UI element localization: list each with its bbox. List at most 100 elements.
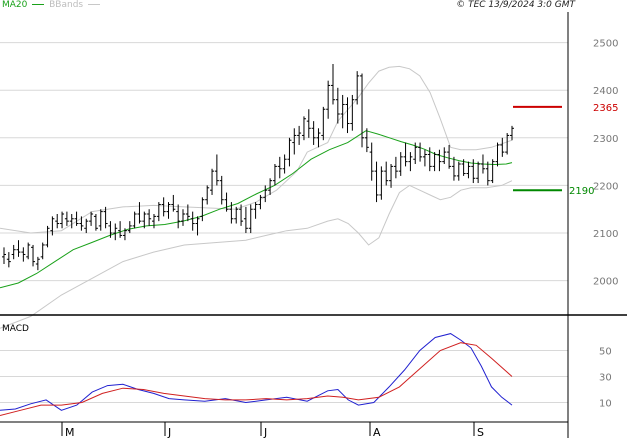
macd-signal-line <box>0 342 513 416</box>
ohlc-bar <box>451 156 456 181</box>
ohlc-bar <box>360 73 365 148</box>
ohlc-bar <box>200 197 205 222</box>
ohlc-bar <box>50 216 55 236</box>
ohlc-bar <box>21 247 26 262</box>
ohlc-bar <box>258 194 263 210</box>
ohlc-bar <box>147 209 152 226</box>
ohlc-bar <box>2 247 6 264</box>
ohlc-bar <box>398 152 403 176</box>
ohlc-bar <box>311 121 316 145</box>
legend-ma20-swatch <box>32 4 45 5</box>
ohlc-bar <box>214 154 219 186</box>
ohlc-bar <box>89 211 94 226</box>
month-label: A <box>373 426 381 439</box>
ohlc-bar <box>437 149 442 172</box>
ohlc-bar <box>466 161 471 179</box>
legend: MA20 BBands <box>2 0 102 11</box>
ohlc-bar <box>297 125 302 145</box>
ohlc-bar <box>335 87 340 124</box>
ohlc-bar <box>137 202 142 224</box>
resistance-label: 2365 <box>593 103 618 114</box>
legend-bbands: BBands <box>49 0 84 10</box>
ohlc-bar <box>248 204 253 234</box>
ohlc-bar <box>74 211 79 226</box>
price-tick-label: 2400 <box>593 86 618 97</box>
ohlc-bar <box>364 128 369 153</box>
ohlc-bar <box>69 214 74 229</box>
ohlc-bar <box>122 228 127 241</box>
ohlc-bar <box>181 209 186 226</box>
ohlc-bar <box>403 142 408 167</box>
ohlc-bar <box>389 164 394 188</box>
ohlc-bar <box>287 137 292 167</box>
ohlc-bar <box>374 161 379 203</box>
ohlc-bar <box>263 185 268 203</box>
macd-tick-label: 50 <box>599 347 612 358</box>
ohlc-bar <box>306 109 311 138</box>
ohlc-bar <box>471 159 476 184</box>
price-tick-label: 2500 <box>593 39 618 50</box>
ohlc-bar <box>142 211 147 229</box>
ohlc-bar <box>461 159 466 176</box>
ohlc-bar <box>35 256 40 271</box>
ohlc-bar <box>103 206 108 229</box>
ohlc-bar <box>243 206 248 234</box>
legend-bbands-swatch <box>87 4 100 5</box>
ohlc-bar <box>185 204 190 222</box>
ohlc-bar <box>127 221 132 234</box>
ohlc-bar <box>108 221 113 238</box>
ohlc-bar <box>301 116 306 141</box>
ohlc-bar <box>219 175 224 205</box>
price-tick-label: 2200 <box>593 181 618 192</box>
ohlc-bar <box>393 156 398 179</box>
ohlc-bar <box>485 161 490 186</box>
ohlc-bar <box>447 144 452 169</box>
ohlc-bar <box>505 133 510 155</box>
ohlc-bar <box>224 192 229 212</box>
support-label: 2190 <box>569 186 594 197</box>
ohlc-bar <box>11 244 16 260</box>
ohlc-bar <box>195 216 200 236</box>
ohlc-bar <box>480 154 485 174</box>
ohlc-bar <box>490 159 495 184</box>
ohlc-bar <box>350 94 355 131</box>
ohlc-bar <box>234 206 239 224</box>
ohlc-bar <box>272 164 277 186</box>
ohlc-bar <box>500 137 505 157</box>
ohlc-bar <box>282 154 287 174</box>
ohlc-bar <box>355 71 360 105</box>
ohlc-bar <box>60 211 65 229</box>
month-label: J <box>263 426 267 439</box>
ohlc-bar <box>316 128 321 148</box>
ohlc-bar <box>205 185 210 205</box>
ohlc-bar <box>330 64 335 105</box>
ohlc-bar <box>151 214 156 229</box>
ohlc-bar <box>6 252 11 268</box>
ohlc-bar <box>456 161 461 181</box>
macd-title: MACD <box>2 324 29 334</box>
ohlc-bar <box>442 147 447 164</box>
ohlc-bar <box>161 197 166 217</box>
ohlc-bar <box>292 128 297 155</box>
ohlc-bar <box>113 223 118 241</box>
ohlc-bar <box>510 125 514 141</box>
ohlc-bar <box>98 209 103 231</box>
price-tick-label: 2300 <box>593 134 618 145</box>
copyright: © TEC 13/9/2024 3:0 GMT <box>456 0 575 10</box>
ohlc-bar <box>84 218 89 234</box>
macd-tick-label: 30 <box>599 373 612 384</box>
ohlc-bar <box>40 242 45 260</box>
ohlc-bar <box>408 152 413 172</box>
macd-tick-label: 10 <box>599 399 612 410</box>
ohlc-bar <box>495 142 500 167</box>
ohlc-bar <box>379 166 384 200</box>
macd-line <box>0 333 513 411</box>
ohlc-bar <box>79 216 84 231</box>
ohlc-bar <box>93 214 98 231</box>
ohlc-bar <box>31 244 36 267</box>
ohlc-bar <box>166 202 171 219</box>
bband-lower-line <box>0 180 513 329</box>
ohlc-bar <box>427 147 432 172</box>
